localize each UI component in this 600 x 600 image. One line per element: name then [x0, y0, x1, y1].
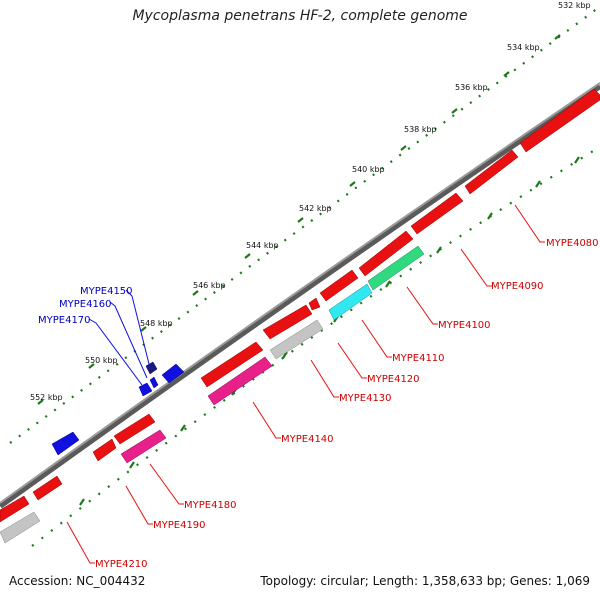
gene-mype4170	[138, 382, 153, 397]
gene-mype4120b	[308, 297, 321, 311]
label-mype4150: MYPE4150	[80, 286, 133, 297]
gene-magenta-1	[207, 356, 273, 406]
label-mype4120: MYPE4120	[367, 374, 420, 385]
label-mype4140: MYPE4140	[281, 434, 334, 445]
tick-label-548: 548 kbp	[140, 319, 173, 328]
gene-mype4110	[358, 230, 414, 277]
label-mype4170: MYPE4170	[38, 315, 91, 326]
tick-labels: 532 kbp 534 kbp 536 kbp 538 kbp 540 kbp …	[30, 1, 591, 402]
map-title: Mycoplasma penetrans HF-2, complete geno…	[132, 8, 468, 24]
label-mype4090: MYPE4090	[491, 281, 544, 292]
gene-magenta-2	[120, 429, 167, 464]
gene-mype4190	[92, 438, 117, 462]
gene-mype4180	[113, 413, 156, 445]
forward-genes[interactable]	[0, 88, 600, 523]
gene-mype4080	[519, 88, 600, 153]
label-mype4130: MYPE4130	[339, 393, 392, 404]
tick-label-550: 550 kbp	[85, 356, 118, 365]
label-mype4180: MYPE4180	[184, 500, 237, 511]
label-mype4210: MYPE4210	[95, 559, 148, 570]
gene-mype4160-b	[161, 363, 185, 384]
leader-lines-red	[66, 204, 545, 564]
inner-major-ticks	[79, 156, 580, 506]
leader-lines-blue	[88, 289, 150, 386]
reverse-genes[interactable]	[51, 361, 185, 456]
tick-label-536: 536 kbp	[455, 83, 488, 92]
summary-text: Topology: circular; Length: 1,358,633 bp…	[260, 574, 590, 588]
gene-mype4130	[262, 304, 313, 340]
tick-label-532: 532 kbp	[558, 1, 591, 10]
label-mype4160: MYPE4160	[59, 299, 112, 310]
label-mype4190: MYPE4190	[153, 520, 206, 531]
outer-major-ticks	[37, 34, 561, 405]
gene-cyan	[328, 283, 373, 321]
label-mype4100: MYPE4100	[438, 320, 491, 331]
gene-grey-1	[269, 319, 324, 360]
tick-label-542: 542 kbp	[299, 204, 332, 213]
tick-label-538: 538 kbp	[404, 125, 437, 134]
gene-mype4100	[410, 192, 464, 235]
tick-label-552: 552 kbp	[30, 393, 63, 402]
accession-text: Accession: NC_004432	[9, 574, 146, 588]
gene-mype4090	[464, 149, 519, 195]
gene-mype4120a	[319, 269, 359, 302]
tick-label-546: 546 kbp	[193, 281, 226, 290]
label-mype4110: MYPE4110	[392, 353, 445, 364]
outer-tick-arc	[9, 7, 599, 444]
gene-blue-1	[51, 431, 80, 456]
gene-mype4210	[32, 475, 63, 501]
tick-label-540: 540 kbp	[352, 165, 385, 174]
gene-mype4140	[200, 341, 264, 388]
backbone	[0, 82, 600, 509]
gene-green	[367, 245, 425, 291]
label-mype4080: MYPE4080	[546, 238, 599, 249]
gene-edge-left	[0, 495, 30, 523]
gene-labels: MYPE4080 MYPE4090 MYPE4100 MYPE4110 MYPE…	[38, 238, 599, 570]
colored-genes[interactable]	[0, 245, 425, 544]
tick-label-534: 534 kbp	[507, 43, 540, 52]
gene-grey-2	[0, 511, 41, 544]
gene-mype4150	[145, 361, 158, 375]
tick-label-544: 544 kbp	[246, 241, 279, 250]
gene-mype4160-a	[149, 376, 159, 389]
